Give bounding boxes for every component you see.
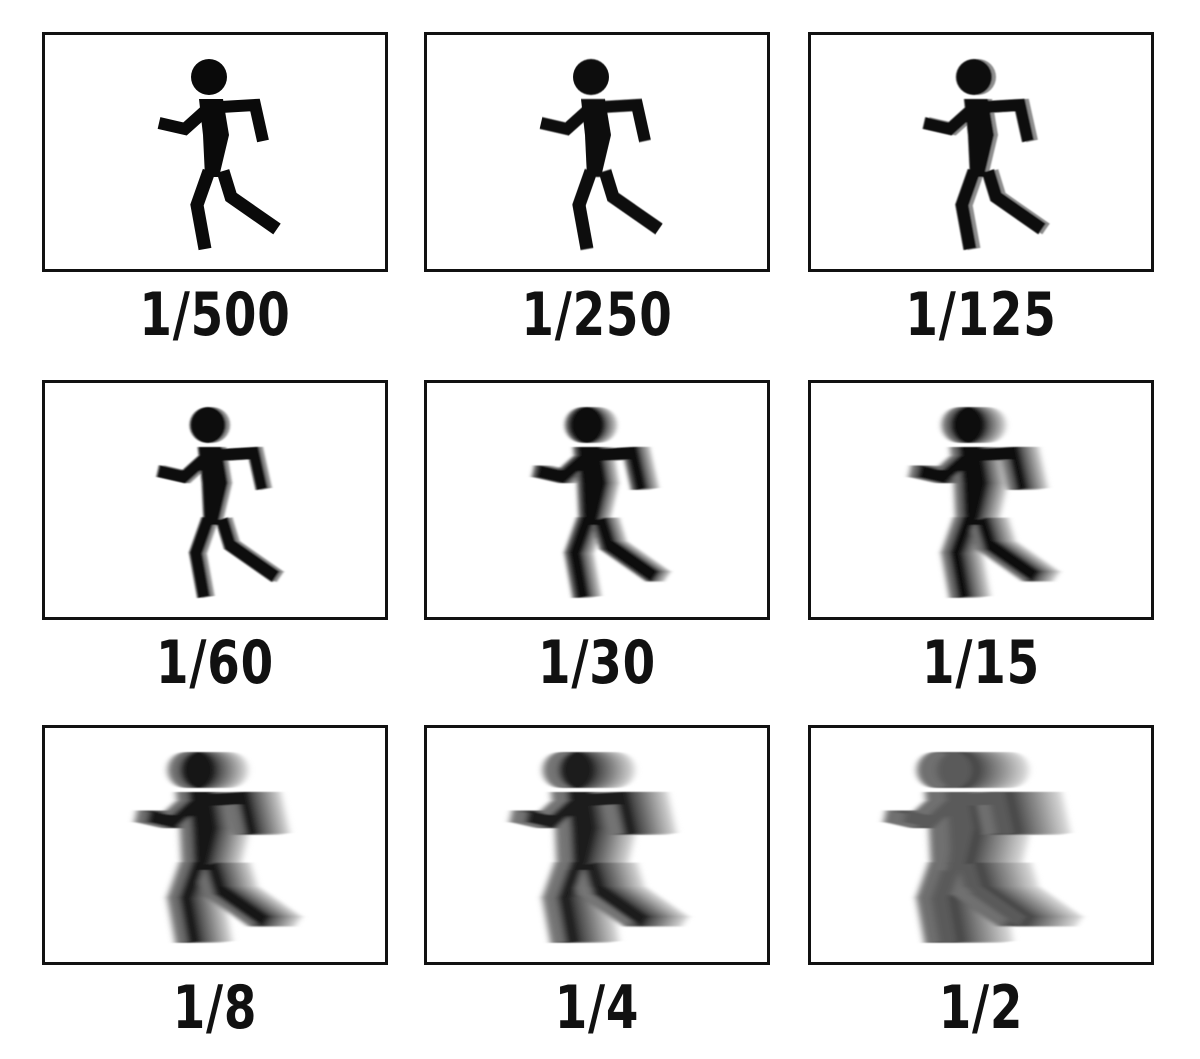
panel-frame	[424, 380, 770, 620]
panel-frame	[424, 725, 770, 965]
running-person-icon	[539, 59, 663, 251]
panel-frame	[808, 32, 1154, 272]
shutter-speed-label: 1/4	[554, 973, 640, 1043]
panel-frame	[42, 32, 388, 272]
shutter-speed-label: 1/125	[905, 280, 1057, 350]
panel-1-2: 1/2	[808, 725, 1154, 1055]
panel-1-15: 1/15	[808, 380, 1154, 710]
running-person-icon	[531, 407, 671, 599]
shutter-speed-label: 1/2	[938, 973, 1024, 1043]
panel-1-4: 1/4	[424, 725, 770, 1055]
running-person-icon	[908, 407, 1060, 599]
shutter-speed-label: 1/30	[538, 628, 656, 698]
panel-frame	[42, 380, 388, 620]
panel-frame	[424, 32, 770, 272]
running-person-icon	[134, 752, 302, 944]
shutter-speed-label: 1/250	[521, 280, 673, 350]
panel-1-30: 1/30	[424, 380, 770, 710]
panel-frame	[808, 725, 1154, 965]
running-person-icon	[509, 752, 689, 944]
running-person-icon	[883, 752, 1083, 944]
shutter-speed-label: 1/8	[172, 973, 258, 1043]
panel-1-500: 1/500	[42, 32, 388, 362]
running-person-icon	[157, 59, 281, 251]
panel-1-8: 1/8	[42, 725, 388, 1055]
panel-1-125: 1/125	[808, 32, 1154, 362]
panel-frame	[42, 725, 388, 965]
shutter-speed-label: 1/500	[139, 280, 291, 350]
shutter-speed-label: 1/60	[156, 628, 274, 698]
running-person-icon	[156, 407, 284, 599]
panel-1-250: 1/250	[424, 32, 770, 362]
running-person-icon	[922, 59, 1050, 251]
panel-1-60: 1/60	[42, 380, 388, 710]
panel-frame	[808, 380, 1154, 620]
shutter-speed-label: 1/15	[922, 628, 1040, 698]
